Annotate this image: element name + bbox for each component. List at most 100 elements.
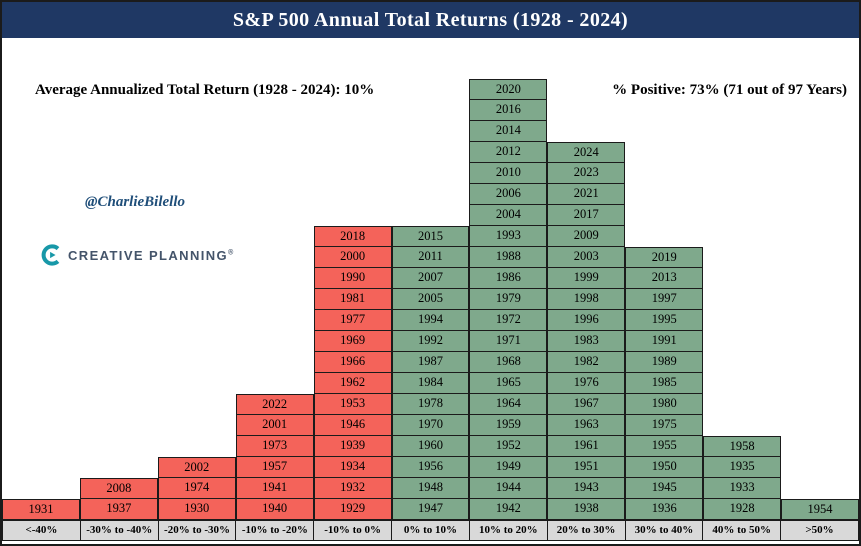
- year-cell: 1928: [703, 499, 782, 520]
- bucket-column: 2018 2000 1990 1981 1977 1969 1966 1962 1953 1946…: [313, 226, 392, 520]
- year-cell: 1966: [313, 352, 392, 373]
- axis-bucket-label: 20% to 30%: [547, 520, 626, 541]
- year-cell: 2009: [547, 226, 626, 247]
- year-cell: 1980: [625, 394, 704, 415]
- year-cell: 1991: [625, 331, 704, 352]
- year-cell: 2012: [469, 142, 548, 163]
- year-cell: 2014: [469, 121, 548, 142]
- registered-mark: ®: [228, 249, 234, 257]
- axis-bucket-label: -10% to 0%: [314, 520, 393, 541]
- year-cell: 1936: [625, 499, 704, 520]
- axis-bucket-label: <-40%: [2, 520, 81, 541]
- year-cell: 1999: [547, 268, 626, 289]
- year-cell: 2000: [313, 247, 392, 268]
- bucket-column: 2022 2001 1973 1957 1941 1940: [235, 394, 314, 520]
- year-cell: 1965: [469, 373, 548, 394]
- year-cell: 1995: [625, 310, 704, 331]
- year-cell: 1992: [391, 331, 470, 352]
- year-cell: 1970: [391, 415, 470, 436]
- year-cell: 1930: [157, 499, 236, 520]
- year-cell: 1957: [235, 457, 314, 478]
- year-cell: 1984: [391, 373, 470, 394]
- year-cell: 1981: [313, 289, 392, 310]
- year-cell: 1996: [547, 310, 626, 331]
- year-cell: 1988: [469, 247, 548, 268]
- year-cell: 1952: [469, 436, 548, 457]
- bucket-column: 1958 1935 1933 1928: [703, 436, 782, 520]
- year-cell: 1973: [235, 436, 314, 457]
- histogram-columns: 1931 2008 1937 2002 1974 1930 2022 2001 1973 1957…: [2, 38, 859, 520]
- axis-bucket-label: -20% to -30%: [158, 520, 237, 541]
- percent-positive-annotation: % Positive: 73% (71 out of 97 Years): [612, 82, 847, 98]
- x-axis-bucket-labels: <-40% -30% to -40% -20% to -30% -10% to -20…: [2, 520, 859, 541]
- year-cell: 1993: [469, 226, 548, 247]
- year-cell: 2013: [625, 268, 704, 289]
- year-cell: 1979: [469, 289, 548, 310]
- year-cell: 2008: [79, 478, 158, 499]
- year-cell: 1937: [79, 499, 158, 520]
- year-cell: 2016: [469, 100, 548, 121]
- year-cell: 1962: [313, 373, 392, 394]
- bucket-column: 2015 2011 2007 2005 1994 1992 1987 1984 1978 1970…: [391, 226, 470, 520]
- year-cell: 1978: [391, 394, 470, 415]
- year-cell: 1944: [469, 478, 548, 499]
- bucket-column: 2024 2023 2021 2017 2009 2003 1999 1998 1996 1983…: [547, 142, 626, 520]
- axis-bucket-label: 30% to 40%: [625, 520, 704, 541]
- year-cell: 1983: [547, 331, 626, 352]
- year-cell: 1982: [547, 352, 626, 373]
- axis-bucket-label: -10% to -20%: [236, 520, 315, 541]
- year-cell: 2010: [469, 163, 548, 184]
- year-cell: 1977: [313, 310, 392, 331]
- year-cell: 1972: [469, 310, 548, 331]
- year-cell: 1935: [703, 457, 782, 478]
- bucket-column: 2002 1974 1930: [157, 457, 236, 520]
- year-cell: 1945: [625, 478, 704, 499]
- year-cell: 1989: [625, 352, 704, 373]
- year-cell: 2001: [235, 415, 314, 436]
- axis-bucket-label: >50%: [781, 520, 859, 541]
- year-cell: 2019: [625, 247, 704, 268]
- year-cell: 1998: [547, 289, 626, 310]
- year-cell: 1956: [391, 457, 470, 478]
- year-cell: 1958: [703, 436, 782, 457]
- year-cell: 1961: [547, 436, 626, 457]
- year-cell: 1994: [391, 310, 470, 331]
- year-cell: 1951: [547, 457, 626, 478]
- year-cell: 1933: [703, 478, 782, 499]
- year-cell: 1929: [313, 499, 392, 520]
- year-cell: 2020: [469, 79, 548, 100]
- bucket-column: 2008 1937: [79, 478, 158, 520]
- year-cell: 1955: [625, 436, 704, 457]
- year-cell: 1940: [235, 499, 314, 520]
- year-cell: 1960: [391, 436, 470, 457]
- year-cell: 1964: [469, 394, 548, 415]
- year-cell: 1967: [547, 394, 626, 415]
- year-cell: 1985: [625, 373, 704, 394]
- year-cell: 1932: [313, 478, 392, 499]
- year-cell: 1990: [313, 268, 392, 289]
- year-cell: 1950: [625, 457, 704, 478]
- year-cell: 1938: [547, 499, 626, 520]
- year-cell: 2004: [469, 205, 548, 226]
- bucket-column: 1931: [2, 499, 80, 520]
- author-credit: @CharlieBilello: [85, 194, 185, 210]
- creative-planning-logo-icon: [41, 244, 60, 266]
- year-cell: 2015: [391, 226, 470, 247]
- year-cell: 2024: [547, 142, 626, 163]
- year-cell: 1931: [2, 499, 80, 520]
- year-cell: 1942: [469, 499, 548, 520]
- creative-planning-logo-text: CREATIVE PLANNING®: [68, 247, 234, 263]
- year-cell: 1947: [391, 499, 470, 520]
- year-cell: 1939: [313, 436, 392, 457]
- year-cell: 1963: [547, 415, 626, 436]
- chart-title: S&P 500 Annual Total Returns (1928 - 202…: [2, 2, 859, 38]
- bucket-column: 2020 2016 2014 2012 2010 2006 2004 1993 1988 1986…: [469, 79, 548, 520]
- axis-bucket-label: 10% to 20%: [469, 520, 548, 541]
- year-cell: 2018: [313, 226, 392, 247]
- year-cell: 1934: [313, 457, 392, 478]
- year-cell: 1974: [157, 478, 236, 499]
- axis-bucket-label: 0% to 10%: [392, 520, 470, 541]
- axis-bucket-label: -30% to -40%: [80, 520, 159, 541]
- year-cell: 1969: [313, 331, 392, 352]
